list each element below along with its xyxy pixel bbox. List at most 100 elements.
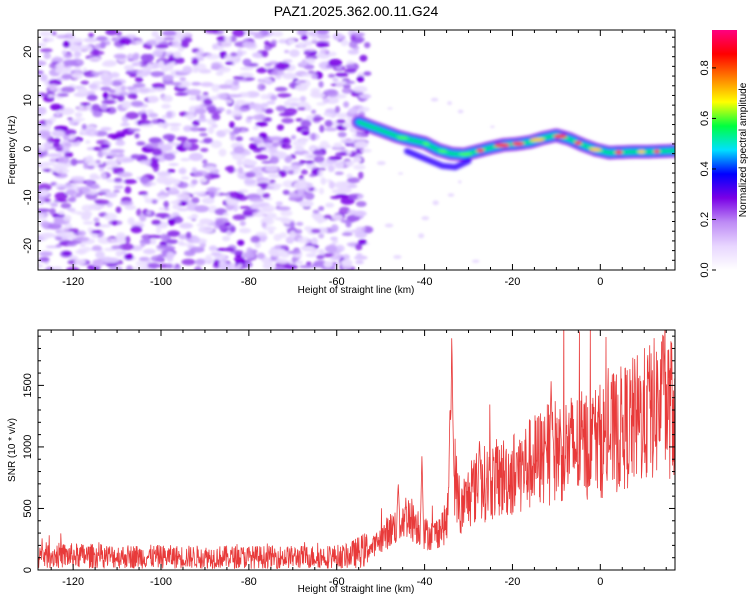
signal-hotspot bbox=[438, 149, 447, 154]
noise-blob bbox=[174, 92, 188, 96]
noise-blob bbox=[457, 109, 464, 114]
colorbar-tick-label: 0.2 bbox=[699, 212, 711, 227]
noise-blob bbox=[331, 189, 343, 194]
noise-blob bbox=[265, 212, 277, 219]
spectrogram-image bbox=[38, 30, 675, 270]
noise-blob bbox=[86, 94, 98, 101]
noise-blob bbox=[39, 31, 52, 37]
noise-blob bbox=[140, 242, 146, 248]
noise-blob bbox=[178, 168, 187, 174]
noise-blob bbox=[39, 73, 48, 82]
noise-blob bbox=[48, 79, 62, 86]
noise-blob bbox=[239, 206, 253, 209]
noise-blob bbox=[91, 104, 101, 111]
noise-blob bbox=[330, 195, 342, 200]
noise-blob bbox=[167, 218, 176, 226]
noise-blob bbox=[92, 245, 102, 251]
noise-blob bbox=[150, 71, 165, 77]
noise-blob bbox=[110, 149, 125, 154]
noise-blob bbox=[316, 102, 326, 106]
noise-blob bbox=[212, 43, 218, 50]
noise-blob bbox=[278, 112, 294, 117]
noise-blob bbox=[343, 101, 350, 108]
noise-blob bbox=[169, 82, 182, 86]
noise-blob bbox=[249, 31, 264, 36]
noise-blob bbox=[38, 263, 44, 268]
noise-blob bbox=[115, 206, 122, 214]
x-tick-label: -60 bbox=[329, 276, 345, 288]
noise-blob bbox=[218, 224, 228, 231]
noise-blob bbox=[62, 59, 78, 66]
noise-blob bbox=[289, 49, 300, 58]
noise-blob bbox=[259, 30, 270, 37]
noise-blob bbox=[275, 62, 290, 70]
noise-blob bbox=[121, 100, 132, 109]
noise-blob bbox=[265, 165, 279, 173]
noise-blob bbox=[242, 41, 257, 47]
noise-blob bbox=[195, 50, 205, 56]
noise-blob bbox=[324, 127, 338, 132]
noise-blob bbox=[47, 94, 54, 98]
noise-blob bbox=[113, 53, 127, 59]
noise-blob bbox=[332, 252, 342, 260]
noise-blob bbox=[216, 45, 224, 51]
noise-blob bbox=[120, 85, 127, 92]
noise-blob bbox=[245, 171, 256, 178]
noise-blob bbox=[288, 102, 299, 107]
noise-blob bbox=[108, 266, 123, 270]
noise-blob bbox=[119, 200, 134, 206]
noise-blob bbox=[240, 66, 254, 71]
noise-blob bbox=[162, 74, 174, 81]
noise-blob bbox=[328, 181, 335, 189]
noise-blob bbox=[119, 37, 132, 46]
bottom-x-axis: -120 -100 -80 -60 -40 -20 0 bbox=[50, 330, 667, 588]
noise-blob bbox=[171, 40, 181, 48]
noise-blob bbox=[230, 250, 244, 254]
y-tick-label: 10 bbox=[22, 94, 34, 106]
noise-blob bbox=[235, 260, 247, 264]
noise-blob bbox=[447, 101, 452, 105]
noise-blob bbox=[261, 222, 267, 228]
noise-blob bbox=[335, 244, 345, 252]
noise-blob bbox=[172, 178, 181, 185]
noise-blob bbox=[41, 162, 55, 166]
signal-hotspot bbox=[638, 149, 645, 154]
noise-blob bbox=[172, 51, 182, 59]
noise-blob bbox=[74, 236, 90, 242]
noise-blob bbox=[310, 87, 321, 94]
noise-blob bbox=[304, 104, 312, 111]
noise-blob bbox=[274, 249, 286, 253]
noise-blob bbox=[194, 266, 202, 270]
noise-blob bbox=[276, 124, 284, 131]
noise-blob bbox=[89, 204, 104, 210]
noise-blob bbox=[273, 266, 286, 270]
noise-blob bbox=[62, 129, 77, 136]
noise-blob bbox=[376, 161, 386, 166]
noise-blob bbox=[100, 143, 110, 149]
noise-blob bbox=[201, 95, 208, 100]
noise-blob bbox=[353, 85, 368, 93]
noise-blob bbox=[79, 243, 86, 248]
signal-hotspot bbox=[553, 134, 567, 139]
x-tick-label: -120 bbox=[62, 276, 84, 288]
noise-blob bbox=[353, 210, 367, 217]
noise-blob bbox=[246, 116, 254, 120]
noise-blob bbox=[327, 51, 337, 57]
noise-blob bbox=[95, 192, 107, 196]
x-tick-label: -40 bbox=[417, 576, 433, 588]
noise-blob bbox=[332, 239, 339, 244]
noise-blob bbox=[111, 220, 118, 226]
noise-blob bbox=[145, 39, 157, 47]
noise-blob bbox=[134, 221, 144, 226]
noise-blob bbox=[61, 86, 75, 93]
noise-blob bbox=[217, 84, 232, 89]
noise-blob bbox=[218, 66, 231, 73]
noise-blob bbox=[125, 111, 139, 120]
y-tick-label: -10 bbox=[22, 189, 34, 205]
noise-blob bbox=[190, 127, 200, 132]
noise-blob bbox=[140, 53, 151, 62]
noise-blob bbox=[140, 112, 148, 121]
noise-blob bbox=[286, 97, 301, 102]
noise-blob bbox=[123, 179, 137, 185]
